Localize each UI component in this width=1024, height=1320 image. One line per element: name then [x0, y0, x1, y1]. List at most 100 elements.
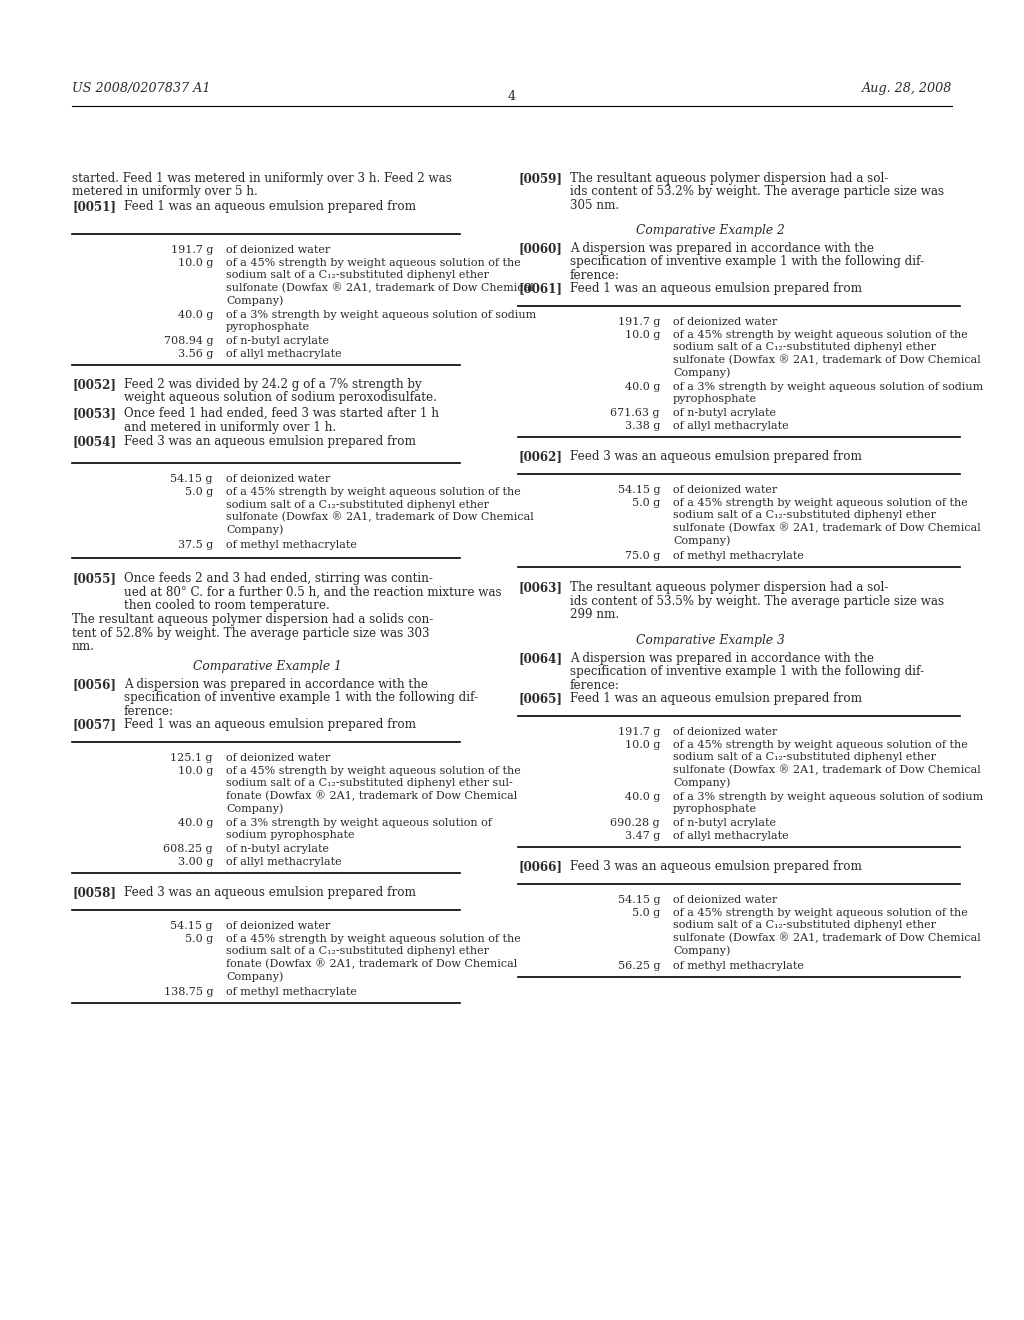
Text: 5.0 g: 5.0 g: [632, 498, 660, 508]
Text: 4: 4: [508, 90, 516, 103]
Text: of a 45% strength by weight aqueous solution of the: of a 45% strength by weight aqueous solu…: [226, 487, 521, 498]
Text: 54.15 g: 54.15 g: [171, 474, 213, 484]
Text: of a 45% strength by weight aqueous solution of the: of a 45% strength by weight aqueous solu…: [673, 741, 968, 750]
Text: of a 3% strength by weight aqueous solution of sodium: of a 3% strength by weight aqueous solut…: [673, 792, 983, 803]
Text: 37.5 g: 37.5 g: [178, 540, 213, 550]
Text: [0063]: [0063]: [518, 581, 562, 594]
Text: ued at 80° C. for a further 0.5 h, and the reaction mixture was: ued at 80° C. for a further 0.5 h, and t…: [124, 586, 502, 598]
Text: of a 45% strength by weight aqueous solution of the: of a 45% strength by weight aqueous solu…: [673, 330, 968, 341]
Text: of methyl methacrylate: of methyl methacrylate: [673, 961, 804, 972]
Text: 3.00 g: 3.00 g: [177, 857, 213, 867]
Text: sodium salt of a C₁₂-substituted diphenyl ether sul-: sodium salt of a C₁₂-substituted dipheny…: [226, 779, 513, 788]
Text: Once feeds 2 and 3 had ended, stirring was contin-: Once feeds 2 and 3 had ended, stirring w…: [124, 572, 433, 585]
Text: sulfonate (Dowfax ® 2A1, trademark of Dow Chemical: sulfonate (Dowfax ® 2A1, trademark of Do…: [673, 766, 981, 776]
Text: of n-butyl acrylate: of n-butyl acrylate: [226, 337, 329, 346]
Text: Comparative Example 1: Comparative Example 1: [193, 660, 341, 673]
Text: sulfonate (Dowfax ® 2A1, trademark of Dow Chemical: sulfonate (Dowfax ® 2A1, trademark of Do…: [673, 523, 981, 533]
Text: [0051]: [0051]: [72, 201, 116, 213]
Text: [0057]: [0057]: [72, 718, 116, 731]
Text: [0058]: [0058]: [72, 886, 116, 899]
Text: specification of inventive example 1 with the following dif-: specification of inventive example 1 wit…: [570, 256, 924, 268]
Text: [0054]: [0054]: [72, 436, 116, 447]
Text: sulfonate (Dowfax ® 2A1, trademark of Dow Chemical: sulfonate (Dowfax ® 2A1, trademark of Do…: [226, 282, 534, 293]
Text: sulfonate (Dowfax ® 2A1, trademark of Dow Chemical: sulfonate (Dowfax ® 2A1, trademark of Do…: [673, 355, 981, 366]
Text: fonate (Dowfax ® 2A1, trademark of Dow Chemical: fonate (Dowfax ® 2A1, trademark of Dow C…: [226, 960, 517, 970]
Text: of deionized water: of deionized water: [226, 752, 331, 763]
Text: sodium pyrophosphate: sodium pyrophosphate: [226, 830, 354, 841]
Text: 5.0 g: 5.0 g: [632, 908, 660, 917]
Text: [0056]: [0056]: [72, 678, 116, 690]
Text: pyrophosphate: pyrophosphate: [226, 322, 310, 333]
Text: fonate (Dowfax ® 2A1, trademark of Dow Chemical: fonate (Dowfax ® 2A1, trademark of Dow C…: [226, 791, 517, 801]
Text: 40.0 g: 40.0 g: [625, 381, 660, 392]
Text: A dispersion was prepared in accordance with the: A dispersion was prepared in accordance …: [570, 652, 874, 665]
Text: Company): Company): [673, 367, 730, 378]
Text: A dispersion was prepared in accordance with the: A dispersion was prepared in accordance …: [570, 242, 874, 255]
Text: of a 45% strength by weight aqueous solution of the: of a 45% strength by weight aqueous solu…: [226, 257, 521, 268]
Text: Feed 1 was an aqueous emulsion prepared from: Feed 1 was an aqueous emulsion prepared …: [124, 718, 416, 731]
Text: [0055]: [0055]: [72, 572, 116, 585]
Text: Company): Company): [226, 524, 284, 535]
Text: 56.25 g: 56.25 g: [617, 961, 660, 972]
Text: of a 45% strength by weight aqueous solution of the: of a 45% strength by weight aqueous solu…: [673, 908, 968, 917]
Text: of deionized water: of deionized water: [673, 895, 777, 906]
Text: of allyl methacrylate: of allyl methacrylate: [673, 832, 788, 841]
Text: started. Feed 1 was metered in uniformly over 3 h. Feed 2 was: started. Feed 1 was metered in uniformly…: [72, 172, 452, 185]
Text: 191.7 g: 191.7 g: [171, 246, 213, 255]
Text: of methyl methacrylate: of methyl methacrylate: [226, 540, 357, 550]
Text: ference:: ference:: [570, 269, 620, 282]
Text: 3.56 g: 3.56 g: [177, 348, 213, 359]
Text: then cooled to room temperature.: then cooled to room temperature.: [124, 599, 330, 612]
Text: Feed 1 was an aqueous emulsion prepared from: Feed 1 was an aqueous emulsion prepared …: [570, 282, 862, 294]
Text: of allyl methacrylate: of allyl methacrylate: [673, 421, 788, 432]
Text: 10.0 g: 10.0 g: [177, 766, 213, 776]
Text: of methyl methacrylate: of methyl methacrylate: [673, 550, 804, 561]
Text: of n-butyl acrylate: of n-butyl acrylate: [673, 818, 776, 828]
Text: sodium salt of a C₁₂-substituted diphenyl ether: sodium salt of a C₁₂-substituted dipheny…: [226, 499, 489, 510]
Text: [0064]: [0064]: [518, 652, 562, 665]
Text: of methyl methacrylate: of methyl methacrylate: [226, 987, 357, 997]
Text: 690.28 g: 690.28 g: [610, 818, 660, 828]
Text: and metered in uniformly over 1 h.: and metered in uniformly over 1 h.: [124, 421, 336, 433]
Text: Feed 1 was an aqueous emulsion prepared from: Feed 1 was an aqueous emulsion prepared …: [124, 201, 416, 213]
Text: sulfonate (Dowfax ® 2A1, trademark of Dow Chemical: sulfonate (Dowfax ® 2A1, trademark of Do…: [226, 512, 534, 523]
Text: ids content of 53.2% by weight. The average particle size was: ids content of 53.2% by weight. The aver…: [570, 186, 944, 198]
Text: 5.0 g: 5.0 g: [184, 935, 213, 944]
Text: Company): Company): [673, 945, 730, 956]
Text: 3.38 g: 3.38 g: [625, 421, 660, 432]
Text: [0062]: [0062]: [518, 450, 562, 463]
Text: sulfonate (Dowfax ® 2A1, trademark of Dow Chemical: sulfonate (Dowfax ® 2A1, trademark of Do…: [673, 933, 981, 944]
Text: of a 3% strength by weight aqueous solution of: of a 3% strength by weight aqueous solut…: [226, 818, 492, 828]
Text: [0053]: [0053]: [72, 407, 116, 420]
Text: 125.1 g: 125.1 g: [171, 752, 213, 763]
Text: of a 45% strength by weight aqueous solution of the: of a 45% strength by weight aqueous solu…: [226, 766, 521, 776]
Text: [0066]: [0066]: [518, 861, 562, 873]
Text: of allyl methacrylate: of allyl methacrylate: [226, 857, 342, 867]
Text: Company): Company): [673, 536, 730, 546]
Text: Comparative Example 2: Comparative Example 2: [636, 224, 784, 238]
Text: ference:: ference:: [570, 678, 620, 692]
Text: Once feed 1 had ended, feed 3 was started after 1 h: Once feed 1 had ended, feed 3 was starte…: [124, 407, 439, 420]
Text: Company): Company): [226, 296, 284, 306]
Text: Company): Company): [226, 804, 284, 814]
Text: of deionized water: of deionized water: [673, 317, 777, 327]
Text: sodium salt of a C₁₂-substituted diphenyl ether: sodium salt of a C₁₂-substituted dipheny…: [673, 920, 936, 931]
Text: ference:: ference:: [124, 705, 174, 718]
Text: 40.0 g: 40.0 g: [625, 792, 660, 803]
Text: 10.0 g: 10.0 g: [625, 330, 660, 341]
Text: of n-butyl acrylate: of n-butyl acrylate: [226, 843, 329, 854]
Text: 54.15 g: 54.15 g: [171, 921, 213, 931]
Text: Feed 2 was divided by 24.2 g of a 7% strength by: Feed 2 was divided by 24.2 g of a 7% str…: [124, 378, 422, 391]
Text: 54.15 g: 54.15 g: [617, 484, 660, 495]
Text: 5.0 g: 5.0 g: [184, 487, 213, 498]
Text: Comparative Example 3: Comparative Example 3: [636, 634, 784, 647]
Text: pyrophosphate: pyrophosphate: [673, 804, 757, 814]
Text: weight aqueous solution of sodium peroxodisulfate.: weight aqueous solution of sodium peroxo…: [124, 392, 437, 404]
Text: of deionized water: of deionized water: [673, 727, 777, 737]
Text: of a 3% strength by weight aqueous solution of sodium: of a 3% strength by weight aqueous solut…: [673, 381, 983, 392]
Text: 10.0 g: 10.0 g: [177, 257, 213, 268]
Text: [0065]: [0065]: [518, 692, 562, 705]
Text: [0060]: [0060]: [518, 242, 562, 255]
Text: Feed 3 was an aqueous emulsion prepared from: Feed 3 was an aqueous emulsion prepared …: [124, 886, 416, 899]
Text: 191.7 g: 191.7 g: [617, 727, 660, 737]
